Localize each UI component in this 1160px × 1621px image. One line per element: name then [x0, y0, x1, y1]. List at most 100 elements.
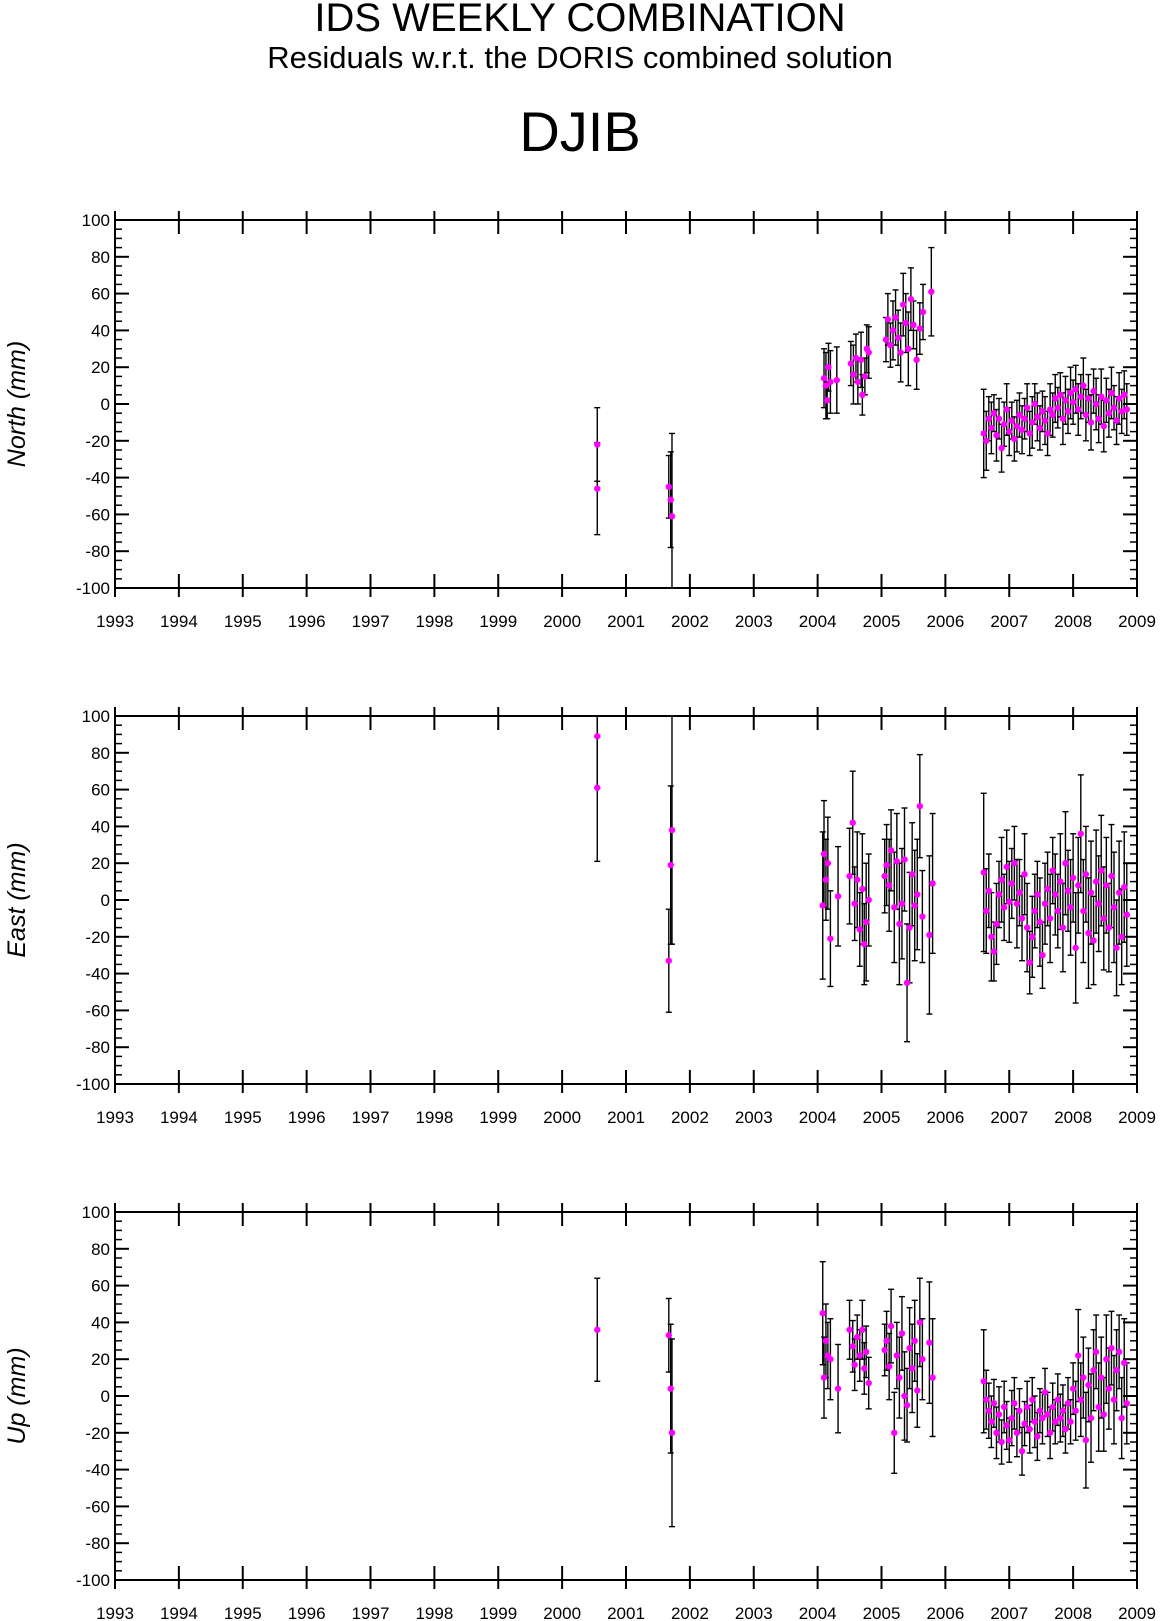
- y-tick-label: 40: [91, 1313, 110, 1332]
- y-tick-label: 80: [91, 744, 110, 763]
- y-tick-label: 100: [82, 211, 110, 230]
- data-point: [1031, 907, 1039, 915]
- data-point: [865, 1379, 872, 1387]
- data-point: [1044, 885, 1051, 893]
- x-tick-label: 2007: [990, 1604, 1028, 1621]
- data-point: [891, 904, 898, 911]
- data-point: [1118, 1414, 1125, 1422]
- x-tick-label: 1993: [96, 1108, 134, 1127]
- data-point: [668, 513, 676, 520]
- data-point: [916, 1319, 924, 1326]
- data-point: [1064, 887, 1072, 894]
- east-panel: 100 80 60 40 20 0 -20 -40 -60 -80 -100 1993 1994 1995…: [3, 707, 1156, 1127]
- data-point: [1113, 417, 1120, 424]
- data-point: [668, 826, 676, 834]
- x-tick-label: 2001: [607, 1108, 645, 1127]
- data-point: [1080, 907, 1087, 915]
- data-point: [1006, 898, 1013, 906]
- y-tick-label: 100: [82, 1203, 110, 1222]
- data-point: [1026, 959, 1033, 966]
- data-point: [819, 902, 826, 909]
- y-tick-label: -40: [85, 1461, 110, 1480]
- x-tick-label: 2000: [543, 612, 581, 631]
- data-point: [861, 373, 869, 380]
- data-point: [1021, 871, 1028, 878]
- data-point: [893, 1352, 901, 1359]
- data-point: [1054, 1396, 1061, 1403]
- data-point: [852, 354, 860, 362]
- data-point: [906, 924, 913, 931]
- x-tick-label: 1997: [352, 1604, 390, 1621]
- data-point: [1013, 1429, 1021, 1437]
- data-point: [1072, 944, 1079, 952]
- data-point: [594, 485, 601, 492]
- data-point: [1003, 863, 1010, 871]
- data-point: [980, 869, 987, 876]
- data-point: [1034, 413, 1041, 421]
- data-point: [1069, 1385, 1077, 1392]
- data-point: [1052, 395, 1059, 402]
- data-point: [1110, 1396, 1118, 1403]
- data-point: [594, 733, 601, 740]
- data-point: [1108, 872, 1115, 880]
- data-point: [881, 1346, 888, 1354]
- data-point: [1062, 397, 1069, 404]
- y-tick-label: -60: [85, 1001, 110, 1020]
- data-point: [861, 940, 868, 948]
- data-point: [892, 314, 899, 321]
- data-point: [1029, 419, 1036, 426]
- x-tick-label: 1993: [96, 1604, 134, 1621]
- data-point: [1118, 408, 1125, 415]
- data-point: [1123, 911, 1130, 918]
- data-point: [1082, 871, 1090, 878]
- data-point: [665, 1332, 672, 1339]
- x-tick-label: 2005: [863, 612, 901, 631]
- y-tick-label: -100: [76, 1075, 110, 1094]
- data-point: [1036, 424, 1044, 432]
- data-point: [1115, 889, 1123, 896]
- x-tick-label: 1998: [415, 612, 453, 631]
- y-tick-label: 40: [91, 321, 110, 340]
- data-point: [856, 1352, 863, 1359]
- data-point: [887, 847, 895, 854]
- data-point: [894, 334, 902, 341]
- data-point: [988, 933, 995, 940]
- data-point: [827, 935, 834, 942]
- data-point: [988, 424, 995, 432]
- y-tick-label: -80: [85, 1534, 110, 1553]
- data-point: [1046, 915, 1054, 922]
- x-tick-label: 2008: [1054, 1604, 1092, 1621]
- data-point: [857, 356, 865, 364]
- x-tick-label: 1995: [224, 612, 262, 631]
- data-point: [896, 920, 903, 928]
- data-point: [1103, 397, 1110, 404]
- data-point: [1059, 1407, 1067, 1414]
- data-point: [1031, 1418, 1039, 1425]
- data-point: [980, 1378, 987, 1385]
- data-point: [1059, 924, 1067, 931]
- data-point: [1013, 900, 1021, 907]
- data-point: [854, 1333, 861, 1341]
- data-point: [985, 1407, 993, 1414]
- x-tick-label: 2000: [543, 1604, 581, 1621]
- data-point: [900, 301, 907, 308]
- x-tick-label: 1998: [415, 1604, 453, 1621]
- data-point: [929, 1374, 936, 1381]
- data-point: [908, 871, 916, 878]
- data-point: [825, 364, 832, 371]
- data-point: [1064, 1400, 1072, 1407]
- data-point: [851, 1361, 858, 1368]
- data-point: [1057, 1414, 1064, 1422]
- data-point: [1034, 891, 1041, 898]
- data-point: [1054, 404, 1061, 411]
- chart-subtitle: Residuals w.r.t. the DORIS combined solu…: [267, 40, 893, 75]
- y-axis-label: North (mm): [3, 341, 31, 467]
- data-point: [1011, 1400, 1018, 1407]
- data-point: [883, 861, 890, 869]
- data-point: [865, 349, 872, 356]
- x-tick-label: 2003: [735, 612, 773, 631]
- x-tick-label: 2009: [1118, 1108, 1156, 1127]
- data-point: [1003, 1422, 1010, 1429]
- data-point: [1082, 1436, 1090, 1444]
- up-panel: 100 80 60 40 20 0 -20 -40 -60 -80 -100 1993 1994 1995…: [3, 1203, 1156, 1621]
